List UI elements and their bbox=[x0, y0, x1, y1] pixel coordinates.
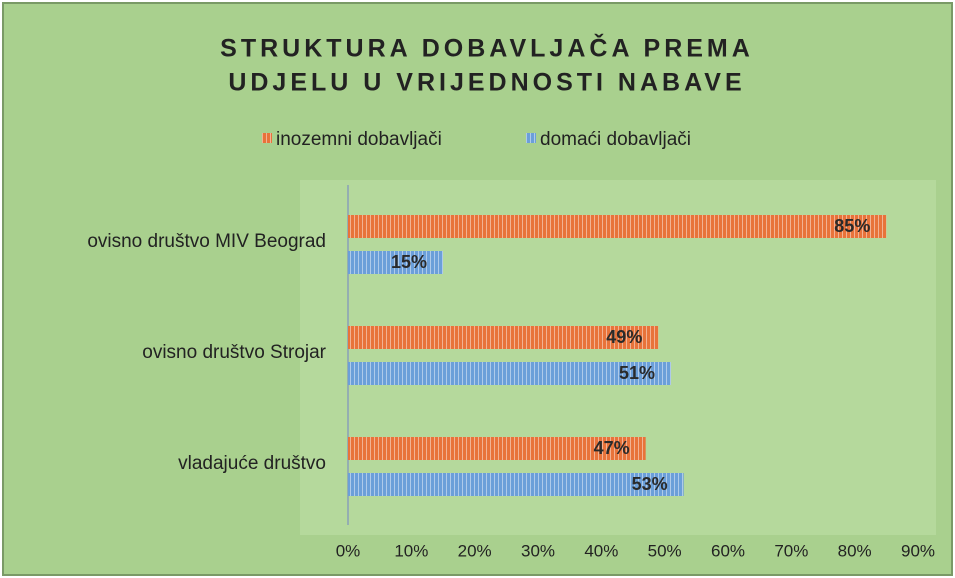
x-tick-label: 50% bbox=[648, 541, 682, 560]
value-label: 51% bbox=[619, 363, 655, 383]
x-tick-label: 40% bbox=[584, 541, 618, 560]
x-tick-label: 90% bbox=[901, 541, 935, 560]
legend-swatch bbox=[262, 133, 272, 143]
y-tick-label: ovisno društvo Strojar bbox=[142, 342, 326, 363]
bar bbox=[348, 215, 887, 238]
value-label: 49% bbox=[606, 327, 642, 347]
legend-label: domaći dobavljači bbox=[540, 129, 691, 150]
value-label: 47% bbox=[594, 438, 630, 458]
bar bbox=[348, 326, 659, 349]
bar bbox=[348, 473, 684, 496]
x-tick-label: 20% bbox=[458, 541, 492, 560]
x-tick-label: 10% bbox=[394, 541, 428, 560]
value-label: 53% bbox=[632, 474, 668, 494]
y-tick-label: vladajuće društvo bbox=[178, 453, 326, 474]
x-tick-label: 80% bbox=[838, 541, 872, 560]
bar bbox=[348, 362, 671, 385]
chart-title: UDJELU U VRIJEDNOSTI NABAVE bbox=[228, 69, 745, 97]
y-tick-label: ovisno društvo MIV Beograd bbox=[87, 231, 326, 252]
x-tick-label: 60% bbox=[711, 541, 745, 560]
legend-swatch bbox=[526, 133, 536, 143]
bar bbox=[348, 437, 646, 460]
chart-title: STRUKTURA DOBAVLJAČA PREMA bbox=[220, 33, 754, 63]
bar bbox=[348, 251, 443, 274]
value-label: 85% bbox=[834, 216, 870, 236]
x-tick-label: 0% bbox=[336, 541, 361, 560]
x-tick-label: 30% bbox=[521, 541, 555, 560]
x-tick-label: 70% bbox=[774, 541, 808, 560]
legend-label: inozemni dobavljači bbox=[276, 129, 442, 150]
value-label: 15% bbox=[391, 252, 427, 272]
